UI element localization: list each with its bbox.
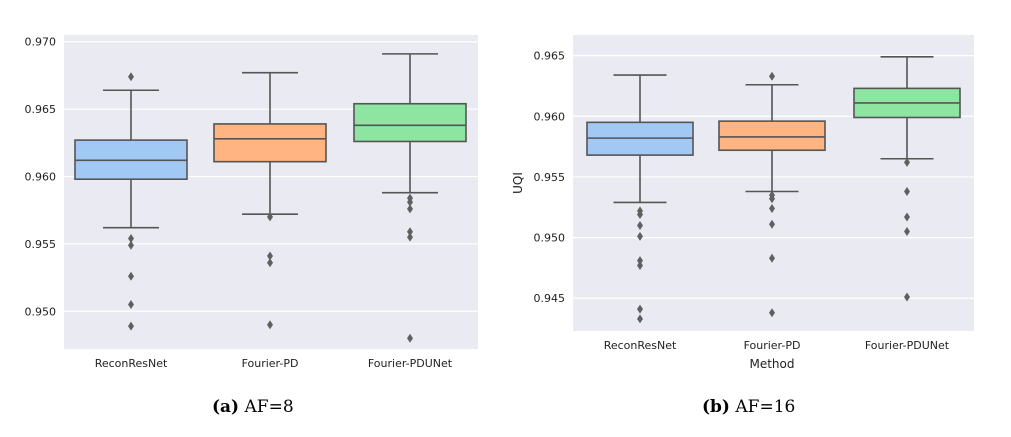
y-tick-label: 0.950	[25, 305, 57, 318]
outlier-point	[407, 333, 413, 343]
x-tick-label: ReconResNet	[604, 339, 677, 352]
caption-af16: (b) AF=16	[702, 397, 795, 417]
x-axis-label: Method	[749, 357, 794, 371]
outlier-point	[128, 300, 134, 310]
outlier-point	[128, 72, 134, 82]
caption-tag: (b)	[702, 397, 730, 417]
plot-background	[573, 35, 974, 331]
outlier-point	[407, 227, 413, 237]
outlier-point	[769, 194, 775, 204]
box-fourier-pd	[213, 71, 327, 330]
outlier-point	[267, 258, 273, 268]
outlier-point	[769, 71, 775, 81]
caption-tag: (a)	[212, 397, 240, 417]
outlier-point	[637, 231, 643, 241]
iqr-box	[718, 120, 826, 152]
outlier-point	[769, 253, 775, 263]
y-tick-label: 0.955	[25, 238, 57, 251]
outlier-point	[637, 256, 643, 266]
x-tick-label: ReconResNet	[95, 357, 168, 370]
outlier-point	[267, 320, 273, 330]
x-tick-label: Fourier-PD	[744, 339, 801, 352]
chart-panel-af16: 0.945 0.950 0.955 0.960 0.965 ReconResNet Four…	[511, 35, 974, 371]
y-tick-label: 0.965	[25, 103, 57, 116]
outlier-point	[407, 204, 413, 214]
outlier-point	[904, 186, 910, 196]
outlier-point	[637, 210, 643, 220]
caption-text: AF=16	[735, 397, 796, 417]
outlier-point	[904, 212, 910, 222]
box-reconresnet	[74, 72, 188, 331]
y-tick-label: 0.950	[534, 232, 566, 245]
iqr-box	[353, 102, 467, 143]
box-fourier-pdunet	[853, 56, 961, 302]
outlier-point	[128, 321, 134, 331]
outlier-point	[769, 308, 775, 318]
outlier-point	[769, 203, 775, 213]
outlier-point	[637, 220, 643, 230]
outlier-point	[407, 197, 413, 207]
x-tick-label: Fourier-PD	[242, 357, 299, 370]
box-reconresnet	[586, 74, 694, 324]
outlier-point	[407, 232, 413, 242]
y-tick-label: 0.960	[25, 171, 57, 184]
box-fourier-pdunet	[353, 53, 467, 343]
x-tick-label: Fourier-PDUNet	[368, 357, 453, 370]
outlier-point	[637, 314, 643, 324]
x-tick-label: Fourier-PDUNet	[865, 339, 950, 352]
outlier-point	[637, 304, 643, 314]
y-tick-label: 0.965	[534, 50, 566, 63]
outlier-point	[904, 157, 910, 167]
caption-text: AF=8	[244, 397, 294, 417]
y-tick-label: 0.955	[534, 171, 566, 184]
outlier-point	[904, 227, 910, 237]
y-tick-label: 0.960	[534, 110, 566, 123]
caption-af8: (a) AF=8	[212, 397, 294, 417]
outlier-point	[637, 260, 643, 270]
outlier-point	[128, 233, 134, 243]
y-tick-label: 0.945	[534, 292, 566, 305]
outlier-point	[128, 271, 134, 281]
outlier-point	[769, 219, 775, 229]
outlier-point	[128, 240, 134, 250]
outlier-point	[904, 292, 910, 302]
outlier-point	[267, 251, 273, 261]
y-axis-label: UQI	[511, 172, 525, 194]
y-tick-label: 0.970	[25, 36, 57, 49]
outlier-point	[267, 212, 273, 222]
box-fourier-pd	[718, 71, 826, 318]
iqr-box	[213, 123, 327, 163]
chart-panel-af8: 0.950 0.955 0.960 0.965 0.970 ReconResNet Four…	[25, 35, 478, 370]
